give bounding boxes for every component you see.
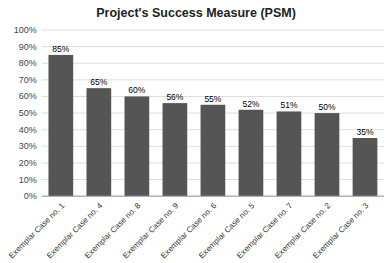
data-label: 52% (242, 99, 259, 109)
bar (48, 55, 73, 196)
bar (163, 103, 188, 196)
grid-line (42, 30, 384, 31)
data-label: 56% (166, 92, 183, 102)
data-label: 50% (318, 102, 335, 112)
grid (42, 30, 384, 196)
chart: Project's Success Measure (PSM) 0% 10% 20% 3… (0, 0, 392, 263)
x-tick-label: Exemplar Case no. 3 (311, 201, 371, 261)
x-axis-line (42, 196, 384, 197)
bar (86, 88, 111, 196)
data-label: 55% (204, 94, 221, 104)
bar (315, 113, 340, 196)
bar (353, 138, 378, 196)
bar (239, 110, 264, 196)
data-label: 51% (280, 100, 297, 110)
y-tick-label: 90% (19, 42, 37, 52)
y-tick-label: 60% (19, 91, 37, 101)
y-tick-label: 100% (14, 25, 37, 35)
bar (125, 96, 150, 196)
y-tick-label: 20% (19, 158, 37, 168)
data-label: 35% (356, 127, 373, 137)
grid-line (42, 46, 384, 47)
data-label: 85% (52, 44, 69, 54)
data-label: 60% (128, 85, 145, 95)
y-tick-label: 80% (19, 58, 37, 68)
grid-line (42, 196, 384, 197)
title: Project's Success Measure (PSM) (96, 6, 296, 20)
y-tick-label: 40% (19, 125, 37, 135)
grid-line (42, 63, 384, 64)
bar (201, 105, 226, 196)
bar (277, 111, 302, 196)
y-tick-label: 10% (19, 175, 37, 185)
y-tick-label: 50% (19, 108, 37, 118)
y-tick-label: 0% (24, 191, 37, 201)
y-tick-label: 70% (19, 75, 37, 85)
bars (48, 55, 377, 196)
y-tick-label: 30% (19, 141, 37, 151)
data-label: 65% (90, 77, 107, 87)
